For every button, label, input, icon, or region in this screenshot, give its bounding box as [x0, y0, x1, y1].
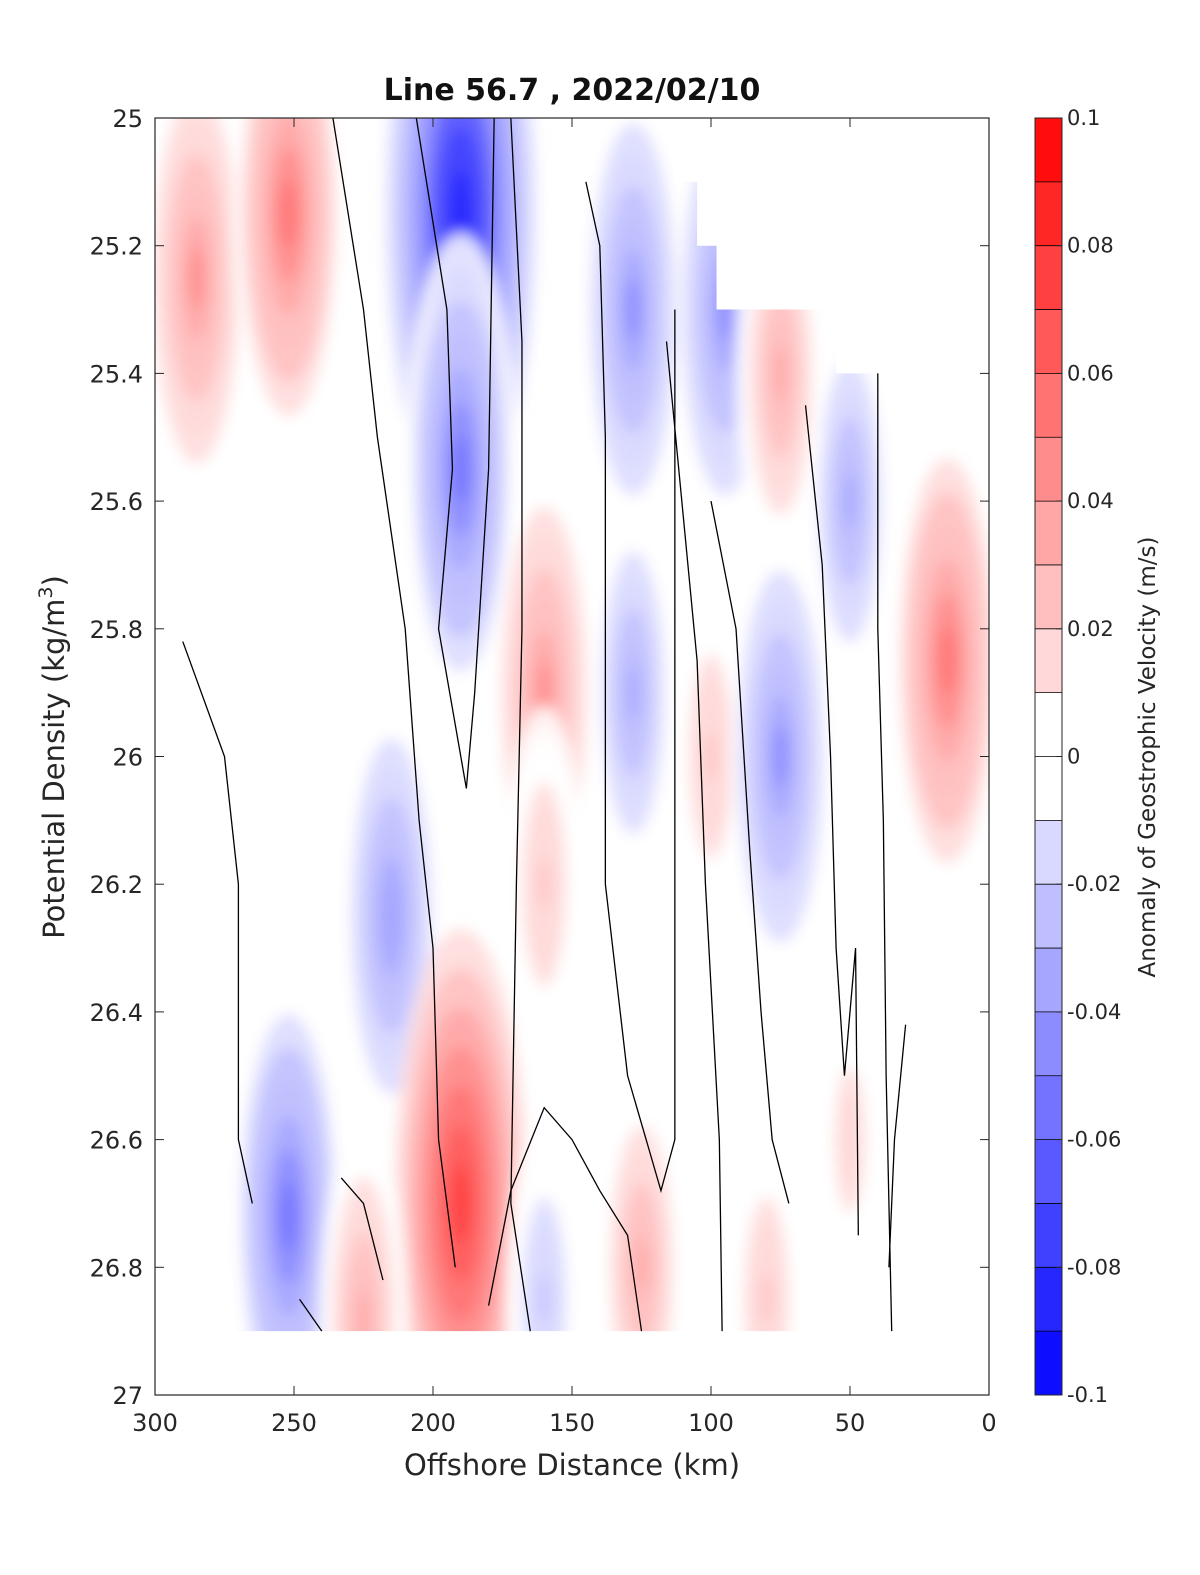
- zero-contour-line: [888, 1024, 907, 1268]
- colorbar-bin: [1035, 948, 1062, 1012]
- colorbar-bin: [1035, 437, 1062, 502]
- x-axis-label: Offshore Distance (km): [404, 1448, 740, 1482]
- negative-anomaly-cell: [452, 435, 469, 503]
- colorbar-tick-label: -0.08: [1067, 1255, 1121, 1279]
- positive-anomaly-cell: [538, 858, 550, 910]
- colorbar-bin: [1035, 181, 1062, 246]
- negative-anomaly-cell: [843, 472, 857, 530]
- colorbar-tick-label: -0.06: [1067, 1128, 1121, 1152]
- negative-anomaly-cell: [773, 725, 788, 788]
- colorbar: [1035, 118, 1062, 1395]
- colorbar-bin: [1035, 1139, 1062, 1204]
- zero-contour-line: [585, 181, 676, 1194]
- colorbar-bin: [1035, 692, 1062, 757]
- y-tick-label: 25.2: [90, 233, 143, 261]
- positive-anomaly-cell: [451, 1164, 471, 1243]
- x-tick-label: 100: [688, 1409, 734, 1437]
- y-tick-label: 25.8: [90, 616, 143, 644]
- x-tick-label: 250: [271, 1409, 317, 1437]
- positive-anomaly-cell: [189, 246, 204, 309]
- zero-contour-line: [332, 117, 456, 1268]
- colorbar-tick-label: 0: [1067, 745, 1080, 769]
- colorbar-tick-label: -0.02: [1067, 872, 1121, 896]
- y-tick-label: 26.8: [90, 1254, 143, 1282]
- colorbar-bin: [1035, 245, 1062, 310]
- positive-anomaly-cell: [280, 180, 297, 248]
- velocity-field: [155, 118, 989, 1332]
- positive-anomaly-cell: [761, 1273, 773, 1325]
- zero-contour-line: [299, 1298, 323, 1332]
- zero-contour-line: [415, 117, 495, 789]
- colorbar-tick-label: 0.02: [1067, 617, 1114, 641]
- zero-contour-line: [510, 117, 531, 1332]
- colorbar-bin: [1035, 564, 1062, 629]
- colorbar-bin: [1035, 1267, 1062, 1332]
- x-tick-label: 50: [835, 1409, 866, 1437]
- negative-anomaly-cell: [626, 664, 640, 721]
- negative-anomaly-cell: [538, 1273, 550, 1325]
- colorbar-bin: [1035, 628, 1062, 693]
- colorbar-tick-label: -0.1: [1067, 1383, 1108, 1407]
- y-tick-label: 26: [112, 744, 143, 772]
- colorbar-bin: [1035, 1011, 1062, 1076]
- y-axis-label: Potential Density (kg/m3): [35, 575, 71, 939]
- x-axis: 300 250 200 150 100 50 0: [132, 118, 997, 1437]
- positive-anomaly-cell: [705, 730, 717, 783]
- y-tick-label: 25.6: [90, 488, 143, 516]
- zero-contour-line: [710, 500, 790, 1204]
- negative-anomaly-cell: [384, 886, 399, 946]
- x-tick-label: 0: [981, 1409, 996, 1437]
- y-tick-label: 26.6: [90, 1127, 143, 1155]
- chart-title: Line 56.7 , 2022/02/10: [384, 73, 761, 108]
- positive-anomaly-cell: [844, 1115, 856, 1164]
- colorbar-bin: [1035, 1331, 1062, 1395]
- colorbar-bin: [1035, 309, 1062, 374]
- positive-anomaly-cell: [357, 1290, 370, 1332]
- colorbar-frame: [1034, 117, 1063, 1396]
- y-tick-label: 25.4: [90, 360, 143, 388]
- positive-anomaly-cell: [939, 626, 956, 695]
- zero-contours: [182, 117, 907, 1332]
- y-tick-label: 25: [112, 105, 143, 133]
- colorbar-bin: [1035, 1075, 1062, 1140]
- colorbar-bin: [1035, 118, 1062, 182]
- y-tick-label: 27: [112, 1382, 143, 1410]
- colorbar-tick-label: 0.08: [1067, 234, 1114, 258]
- colorbar-tick-label: 0.06: [1067, 361, 1114, 385]
- negative-anomaly-cell: [280, 1182, 297, 1250]
- y-axis: 25 25.2 25.4 25.6 25.8 26 26.2 26.4 26.6 26.8 27: [90, 105, 989, 1410]
- colorbar-bin: [1035, 884, 1062, 949]
- colorbar-tick-label: -0.04: [1067, 1000, 1121, 1024]
- positive-anomaly-cell: [774, 345, 787, 402]
- zero-contour-line: [340, 1177, 384, 1281]
- y-tick-label: 26.2: [90, 871, 143, 899]
- zero-contour-line: [182, 641, 253, 1204]
- colorbar-bin: [1035, 756, 1062, 821]
- colorbar-label: Anomaly of Geostrophic Velocity (m/s): [1135, 537, 1161, 978]
- x-tick-label: 150: [549, 1409, 595, 1437]
- zero-contour-line: [804, 405, 859, 1236]
- colorbar-bin: [1035, 501, 1062, 565]
- positive-anomaly-cell: [635, 1239, 648, 1296]
- colorbar-tick-label: 0.1: [1067, 106, 1100, 130]
- zero-contour-line: [877, 373, 893, 1332]
- negative-anomaly-cell: [626, 278, 641, 341]
- zero-contour-line: [487, 1106, 643, 1332]
- colorbar-tick-label: 0.04: [1067, 489, 1114, 513]
- colorbar-bin: [1035, 1203, 1062, 1268]
- colorbar-bin: [1035, 373, 1062, 438]
- colorbar-bin: [1035, 820, 1062, 885]
- zero-contour-line: [665, 341, 723, 1332]
- colorbar-ticks: 0.1 0.08 0.06 0.04 0.02 0 -0.02 -0.04 -0.06 -0.08…: [1056, 106, 1121, 1407]
- x-tick-label: 200: [410, 1409, 456, 1437]
- x-tick-label: 300: [132, 1409, 178, 1437]
- y-tick-label: 26.4: [90, 999, 143, 1027]
